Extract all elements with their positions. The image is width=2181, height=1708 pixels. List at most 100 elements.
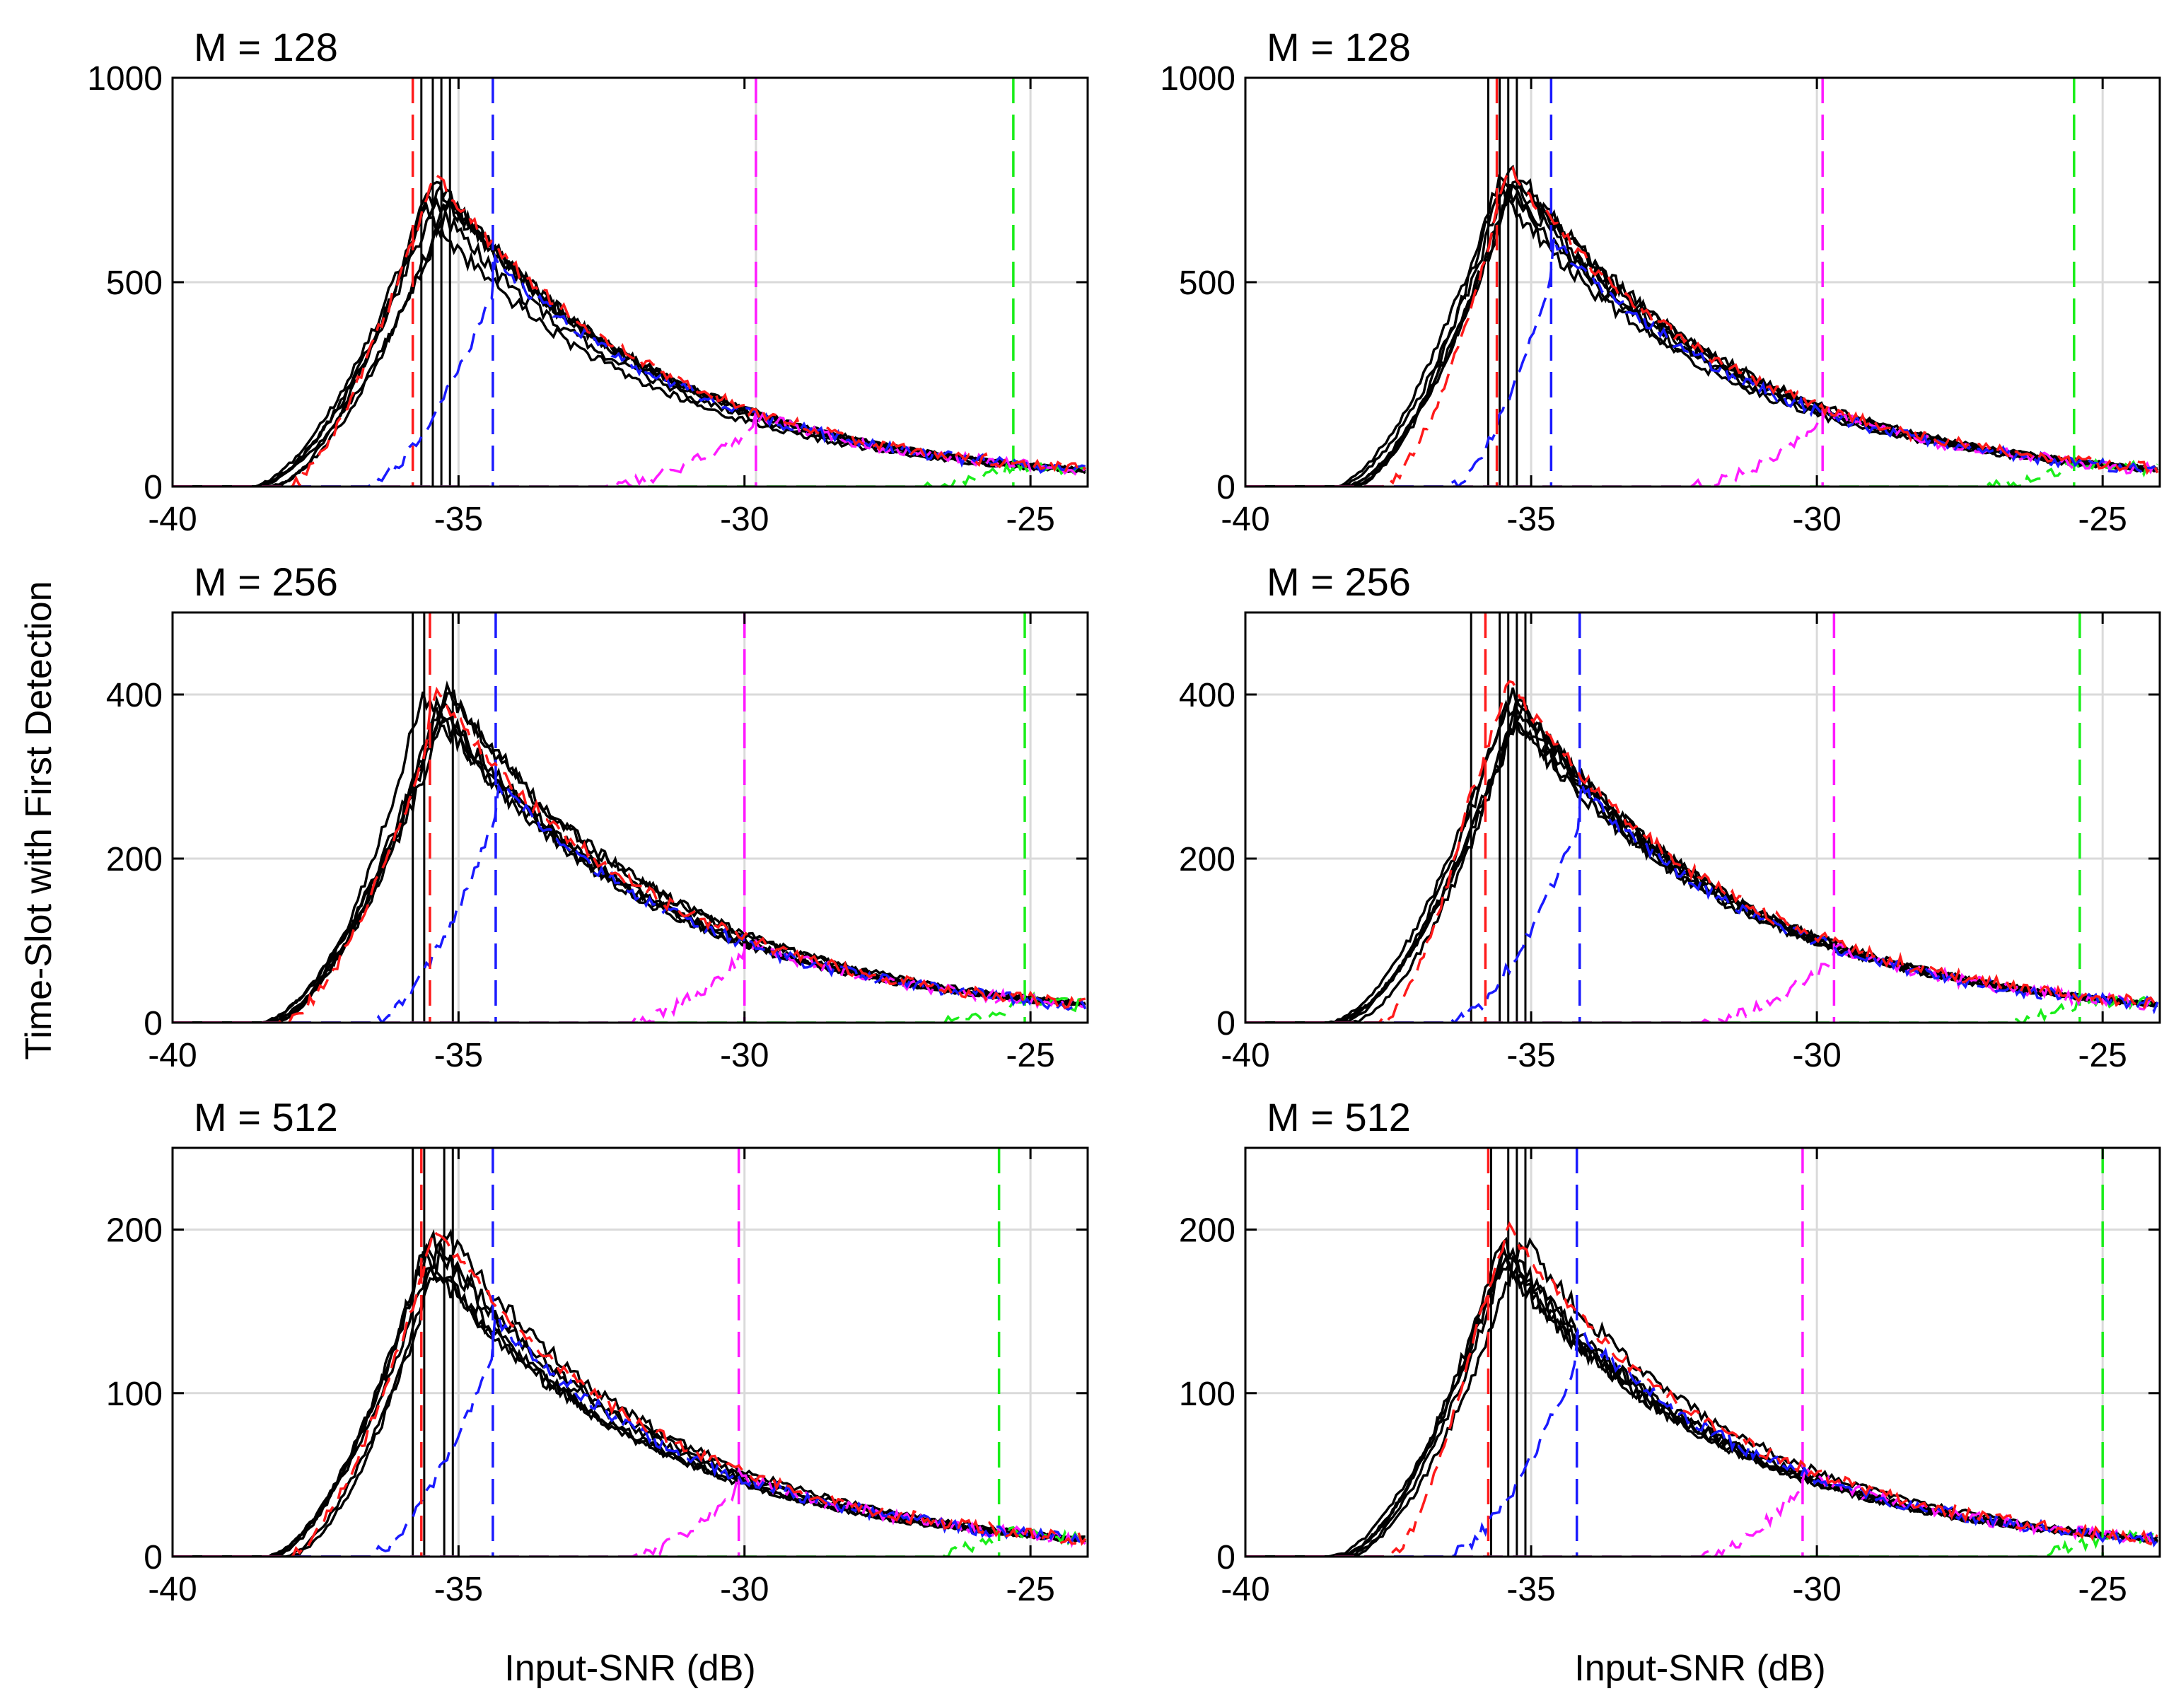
panel-title: M = 512 [194,1095,338,1139]
black-series-line [1245,1249,2158,1557]
x-tick-label: -25 [2078,1037,2127,1074]
black-series-line [173,1266,1086,1557]
black-series-line [1245,719,2158,1023]
black-series-line [173,193,1086,487]
black-series-line [1245,1236,2158,1557]
y-tick-label: 400 [106,677,163,714]
black-series-line [1245,184,2158,487]
figure-ylabel: Time-Slot with First Detection [18,581,59,1059]
y-tick-label: 0 [1216,469,1235,506]
plot-area [1245,78,2159,487]
y-tick-label: 0 [1216,1539,1235,1576]
black-series-line [173,202,1086,487]
y-tick-label: 0 [144,1539,163,1576]
plot-area [173,78,1087,487]
magenta-series-line [1245,1468,2158,1557]
black-series-line [1245,178,2158,487]
black-series-line [1245,697,2158,1023]
black-series-line [1245,1244,2158,1557]
black-series-line [1245,1260,2158,1557]
blue-series-line [1245,1327,2159,1557]
chart-panel: 0 100 200 -40 -35 -30 -25 M = 512 [1179,1095,2161,1608]
black-series-line [1245,182,2158,487]
plot-area [173,612,1087,1023]
x-tick-label: -40 [1221,1571,1269,1608]
y-tick-label: 100 [1179,1376,1235,1413]
axes-box [1244,1146,2161,1558]
x-tick-label: -35 [1506,1037,1555,1074]
y-tick-label: 500 [106,265,163,302]
axes-box [171,611,1089,1024]
panel-title: M = 128 [1267,25,1411,69]
x-tick-label: -40 [1221,501,1269,538]
y-tick-label: 200 [106,841,163,878]
chart-panel: 0 200 400 -40 -35 -30 -25 M = 256 [1179,559,2161,1074]
figure-xlabel-right: Input-SNR (dB) [1574,1648,1825,1689]
chart-panel: 0 500 1000 -40 -35 -30 -25 M = 128 [1160,25,2161,538]
x-tick-label: -35 [1506,501,1555,538]
chart-panel: 0 100 200 -40 -35 -30 -25 M = 512 [106,1095,1089,1608]
axes-box [1244,611,2161,1024]
magenta-series-line [1245,943,2158,1023]
magenta-series-line [1245,406,2159,487]
x-tick-label: -25 [1006,501,1054,538]
y-tick-label: 100 [106,1376,163,1413]
black-series-line [173,691,1086,1023]
x-tick-label: -35 [434,1037,483,1074]
black-series-line [1245,183,2158,487]
black-series-line [173,1243,1086,1557]
x-tick-label: -30 [720,1037,769,1074]
blue-series-line [173,782,1087,1023]
x-tick-label: -25 [1006,1037,1054,1074]
blue-series-line [1245,236,2159,487]
black-series-line [1245,699,2158,1023]
plot-area [1245,1148,2159,1557]
black-series-line [1245,704,2158,1023]
black-series-line [173,1228,1086,1557]
black-series-line [1245,1255,2158,1557]
x-tick-label: -25 [2078,1571,2127,1608]
x-tick-label: -30 [1792,501,1841,538]
x-tick-label: -30 [720,501,769,538]
black-series-line [173,716,1086,1023]
plot-area [173,1148,1087,1557]
panel-title: M = 512 [1267,1095,1411,1139]
y-tick-label: 1000 [1160,60,1235,98]
magenta-series-line [173,407,1087,487]
green-series-line [1245,994,2159,1023]
panel-title: M = 128 [194,25,338,69]
x-tick-label: -40 [1221,1037,1269,1074]
black-series-line [173,192,1086,487]
black-series-line [173,1248,1086,1557]
black-series-line [173,695,1086,1023]
red-series-line [173,174,1087,487]
black-series-line [173,699,1086,1023]
y-tick-label: 400 [1179,677,1235,714]
x-tick-label: -35 [434,1571,483,1608]
red-series-line [1245,1221,2158,1557]
red-series-line [1245,166,2159,487]
x-tick-label: -30 [1792,1571,1841,1608]
black-series-line [1245,687,2158,1023]
blue-series-line [173,1314,1086,1557]
y-tick-label: 1000 [87,60,163,98]
red-series-line [1245,680,2158,1023]
panel-title: M = 256 [194,559,338,604]
x-tick-label: -40 [148,1571,197,1608]
magenta-series-line [173,939,1086,1023]
black-series-line [1245,164,2159,487]
x-tick-label: -30 [720,1571,769,1608]
black-series-line [173,1228,1086,1557]
panel-title: M = 256 [1267,559,1411,604]
figure-xlabel-left: Input-SNR (dB) [504,1648,755,1689]
x-tick-label: -40 [148,501,197,538]
black-series-line [173,680,1086,1023]
x-tick-label: -25 [2078,501,2127,538]
y-tick-label: 200 [1179,841,1235,878]
x-tick-label: -35 [1506,1571,1555,1608]
chart-panel: 0 200 400 -40 -35 -30 -25 M = 256 [106,559,1089,1074]
y-tick-label: 0 [144,1005,163,1042]
y-tick-label: 500 [1179,265,1235,302]
x-tick-label: -25 [1006,1571,1054,1608]
